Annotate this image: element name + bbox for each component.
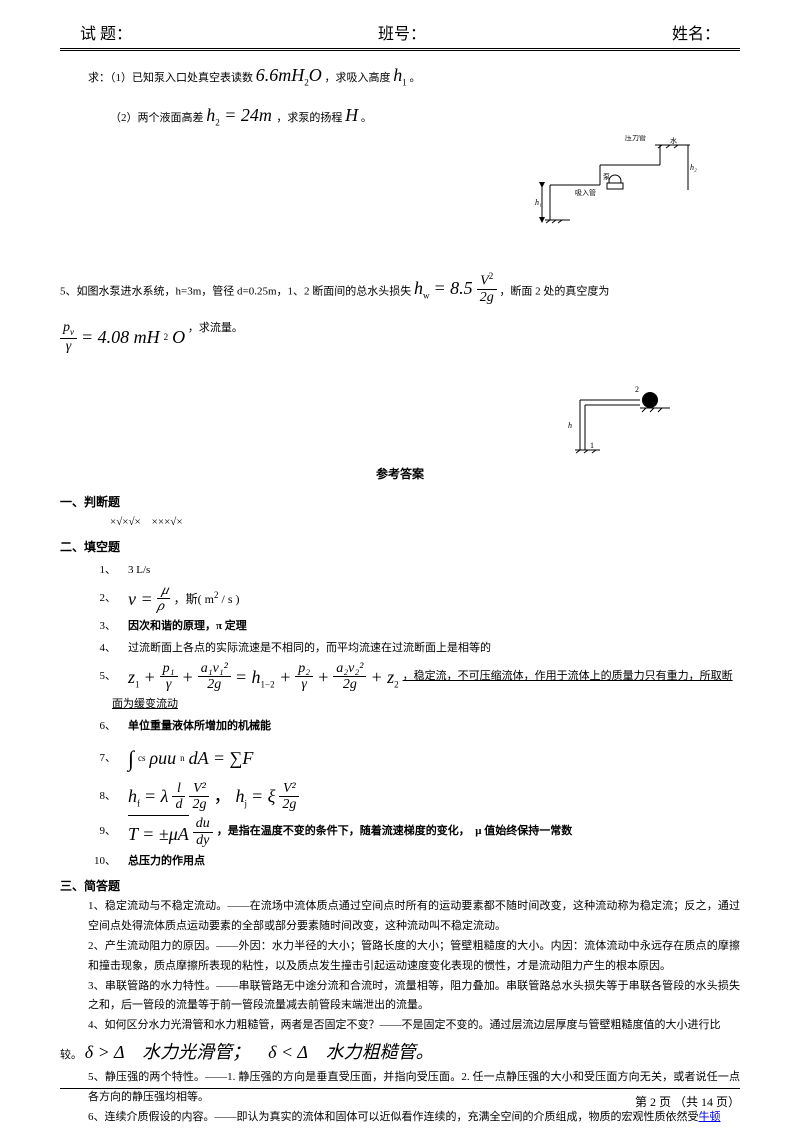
- ans-2-5: 5、 z1+ p₁γ+ a₁v₁²2g = h1−2 + p₂γ+ a₂v₂²2…: [60, 661, 740, 693]
- formula: 6.6mH2O: [256, 65, 322, 85]
- ans-3-4: 4、如何区分水力光滑管和水力粗糙管，两者是否固定不变？——不是固定不变的。通过层…: [60, 1016, 740, 1036]
- page-footer: 第 2 页 （共 14 页）: [60, 1088, 740, 1110]
- formula: h1: [393, 65, 407, 85]
- text: ，断面 2 处的真空度为: [499, 285, 609, 297]
- ans-2-6: 6、单位重量液体所增加的机械能: [60, 717, 740, 737]
- text: 5、如图水泵进水系统，h=3m，管径 d=0.25m，1、2 断面间的总水头损失: [60, 285, 414, 297]
- problem-4-line2: （2）两个液面高差 h2 = 24m ，求泵的扬程 H 。: [60, 99, 740, 131]
- header-divider: [60, 48, 740, 51]
- svg-text:泵: 泵: [603, 173, 610, 181]
- ans-2-1: 1、3 L/s: [60, 561, 740, 581]
- ans-3-3: 3、串联管路的水力特性。——串联管路无中途分流和合流时，流量相等，阻力叠加。串联…: [60, 977, 740, 1017]
- formula: H: [345, 105, 358, 125]
- section-1-title: 一、判断题: [60, 492, 740, 514]
- section-1-body: ×√×√× ×××√×: [60, 513, 740, 533]
- svg-text:h₁: h₁: [535, 198, 542, 207]
- ans-2-10: 10、总压力的作用点: [60, 852, 740, 872]
- ans-3-2: 2、产生流动阻力的原因。——外因：水力半径的大小；管路长度的大小；管壁粗糙度的大…: [60, 937, 740, 977]
- label-class: 班号：: [378, 20, 426, 44]
- ans-2-2: 2、 ν = μρ ，斯( m2 / s ): [60, 583, 740, 615]
- ans-2-3: 3、因次和谐的原理，π 定理: [60, 617, 740, 637]
- label-exam: 试 题：: [80, 20, 132, 44]
- text: ，求吸入高度: [325, 72, 394, 84]
- svg-text:2: 2: [635, 385, 639, 394]
- text: 。: [410, 72, 421, 84]
- pump-diagram-2: 2 h 1: [560, 380, 680, 460]
- ans-2-5b: 面为缓变流动: [60, 695, 740, 715]
- main-content: 求：（1）已知泵入口处真空表读数 6.6mH2O ，求吸入高度 h1 。 （2）…: [60, 59, 740, 1128]
- answers-title: 参考答案: [60, 464, 740, 486]
- text: ，求泵的扬程: [276, 112, 345, 124]
- svg-text:吸入管: 吸入管: [575, 188, 596, 197]
- ans-2-4: 4、过流断面上各点的实际流速是不相同的，而平均流速在过流断面上是相等的: [60, 639, 740, 659]
- svg-text:h: h: [568, 421, 572, 430]
- formula: hw = 8.5 V22g: [414, 272, 497, 305]
- text: 求：（1）已知泵入口处真空表读数: [88, 72, 256, 84]
- svg-text:水: 水: [670, 136, 677, 145]
- formula: h2 = 24m: [206, 105, 276, 125]
- text: ，求流量。: [188, 322, 243, 334]
- formula: pvγ = 4.08 mH2O: [60, 320, 185, 354]
- page-number: 第 2 页 （共 14 页）: [635, 1095, 740, 1109]
- problem-4-line1: 求：（1）已知泵入口处真空表读数 6.6mH2O ，求吸入高度 h1 。: [60, 59, 740, 91]
- link-newton[interactable]: 牛顿: [699, 1111, 721, 1123]
- ans-2-8: 8、 hf = λ ld V²2g ， hj = ξ V²2g: [60, 780, 740, 812]
- section-3-title: 三、简答题: [60, 876, 740, 898]
- ans-2-7: 7、 ∫cs ρuun dA = ∑F: [60, 739, 740, 779]
- ans-3-4b: 较。 δ > Δ 水力光滑管； δ < Δ 水力粗糙管。: [60, 1036, 740, 1068]
- pump-diagram-1: 压力管 水 泵 吸入管 h₁ h₂: [530, 135, 700, 245]
- svg-text:1: 1: [590, 441, 594, 450]
- ans-3-6: 6、连续介质假设的内容。——即认为真实的流体和固体可以近似看作连续的，充满全空间…: [60, 1108, 740, 1128]
- svg-text:压力管: 压力管: [625, 135, 646, 142]
- ans-2-9: 9、 T = ±μA dudy ，是指在温度不变的条件下，随着流速梯度的变化， …: [60, 815, 740, 850]
- text: （2）两个液面高差: [110, 112, 206, 124]
- problem-5-line2: pvγ = 4.08 mH2O ，求流量。: [60, 319, 740, 354]
- section-2-title: 二、填空题: [60, 537, 740, 559]
- problem-5-line1: 5、如图水泵进水系统，h=3m，管径 d=0.25m，1、2 断面间的总水头损失…: [60, 272, 740, 305]
- ans-3-1: 1、稳定流动与不稳定流动。——在流场中流体质点通过空间点时所有的运动要素都不随时…: [60, 897, 740, 937]
- svg-text:h₂: h₂: [690, 163, 697, 172]
- page-header: 试 题： 班号： 姓名：: [60, 20, 740, 48]
- label-name: 姓名：: [672, 20, 720, 44]
- text: 。: [361, 112, 372, 124]
